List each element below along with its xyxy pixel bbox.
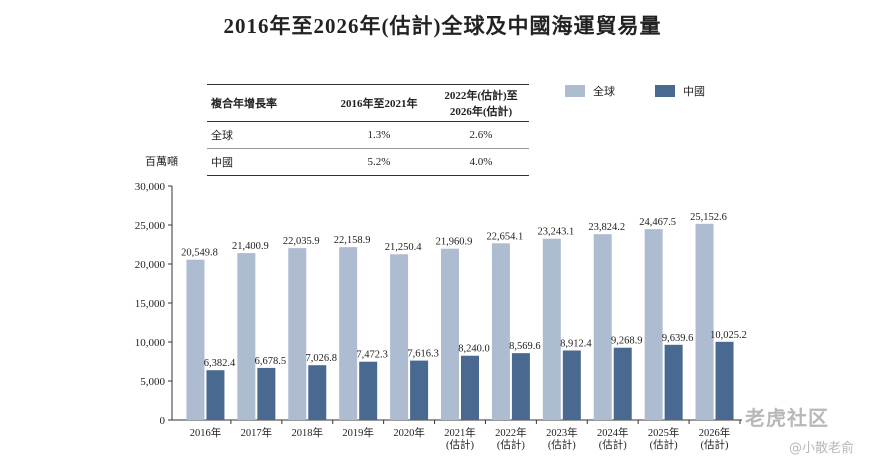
- data-label-china: 8,912.4: [560, 338, 592, 349]
- data-label-global: 23,243.1: [537, 227, 574, 238]
- y-tick-label: 25,000: [135, 220, 166, 232]
- y-tick-label: 5,000: [140, 376, 165, 388]
- cagr-header-label: 複合年增長率: [207, 84, 325, 122]
- x-tick-label: 2019年: [342, 426, 374, 439]
- x-tick-label: 2023年: [546, 426, 578, 439]
- x-tick-label: (估計): [701, 438, 729, 451]
- bar-china: [511, 353, 530, 420]
- watermark-logo: 老虎社区: [745, 406, 829, 430]
- chart-title: 2016年至2026年(估計)全球及中國海運貿易量: [223, 14, 662, 38]
- bar-china: [461, 355, 479, 420]
- y-tick-label: 30,000: [135, 181, 166, 193]
- data-label-global: 25,152.6: [690, 212, 727, 223]
- bar-global: [339, 247, 358, 420]
- cagr-row-global: 全球 1.3% 2.6%: [207, 121, 529, 149]
- data-label-china: 9,639.6: [662, 333, 694, 344]
- data-label-china: 6,678.5: [255, 356, 287, 367]
- bar-china: [359, 361, 378, 420]
- cagr-row-label: 中國: [207, 148, 325, 176]
- bar-china: [613, 347, 632, 420]
- data-label-china: 7,616.3: [407, 349, 439, 360]
- bar-china: [664, 344, 683, 420]
- y-tick-label: 10,000: [135, 337, 166, 349]
- cagr-header-row: 複合年增長率 2016年至2021年 2022年(估計)至 2026年(估計): [207, 84, 529, 122]
- data-label-china: 6,382.4: [204, 358, 236, 369]
- data-label-global: 23,824.2: [588, 222, 625, 233]
- data-label-china: 7,026.8: [306, 353, 338, 364]
- bar-global: [644, 229, 663, 420]
- cagr-row-label: 全球: [207, 121, 325, 149]
- x-tick-label: 2018年: [292, 426, 324, 439]
- bar-global: [186, 259, 205, 420]
- x-tick-label: 2026年: [699, 426, 731, 439]
- x-tick-label: (估計): [497, 438, 525, 451]
- data-label-china: 9,268.9: [611, 336, 643, 347]
- legend-swatch-china: [655, 85, 675, 97]
- legend-label-global: 全球: [593, 84, 615, 98]
- x-tick-label: 2024年: [597, 426, 629, 439]
- cagr-cell: 1.3%: [325, 121, 433, 149]
- y-tick-label: 15,000: [135, 298, 166, 310]
- data-label-global: 24,467.5: [639, 217, 676, 228]
- bar-global: [441, 248, 459, 420]
- y-tick-label: 0: [160, 415, 166, 427]
- bar-china: [206, 370, 225, 420]
- bar-china: [308, 365, 327, 420]
- bar-global: [593, 234, 612, 420]
- data-label-global: 21,400.9: [232, 241, 269, 252]
- bar-global: [237, 253, 256, 420]
- data-label-china: 8,569.6: [509, 341, 541, 352]
- data-label-global: 22,158.9: [334, 235, 371, 246]
- cagr-header-2022-2026: 2022年(估計)至 2026年(估計): [433, 84, 529, 122]
- bar-global: [491, 243, 510, 420]
- x-tick-label: (估計): [548, 438, 576, 451]
- y-tick-label: 20,000: [135, 259, 166, 271]
- bar-global: [390, 254, 409, 420]
- data-label-china: 8,240.0: [458, 344, 490, 355]
- x-tick-label: 2021年: [444, 426, 476, 439]
- cagr-cell: 2.6%: [433, 121, 529, 149]
- bar-china: [257, 367, 276, 420]
- cagr-header-2016-2021: 2016年至2021年: [325, 84, 433, 122]
- legend-label-china: 中國: [683, 85, 705, 98]
- cagr-table: 複合年增長率 2016年至2021年 2022年(估計)至 2026年(估計) …: [207, 84, 529, 176]
- bar-global: [695, 223, 714, 420]
- bar-china: [562, 350, 581, 420]
- bar-global: [288, 248, 307, 420]
- x-tick-label: (估計): [650, 438, 678, 451]
- watermark-user: @小散老俞: [789, 441, 855, 456]
- legend-swatch-global: [565, 85, 585, 97]
- x-tick-label: (估計): [599, 438, 627, 451]
- bar-global: [542, 238, 561, 420]
- x-tick-label: 2020年: [393, 426, 425, 439]
- cagr-cell: 5.2%: [325, 148, 433, 176]
- x-tick-label: (估計): [446, 438, 474, 451]
- data-label-global: 21,250.4: [385, 242, 423, 253]
- data-label-china: 10,025.2: [710, 330, 747, 341]
- x-tick-label: 2025年: [648, 426, 680, 439]
- bar-china: [410, 360, 429, 420]
- y-axis-title: 百萬噸: [145, 154, 178, 168]
- watermark: 老虎社区 @小散老俞: [745, 402, 854, 456]
- data-label-global: 22,654.1: [487, 231, 524, 242]
- data-label-global: 21,960.9: [436, 237, 473, 248]
- x-tick-label: 2017年: [241, 426, 273, 439]
- data-label-china: 7,472.3: [356, 350, 388, 361]
- bar-china: [715, 341, 734, 420]
- x-tick-label: 2022年: [495, 426, 527, 439]
- data-label-global: 22,035.9: [283, 236, 320, 247]
- cagr-row-china: 中國 5.2% 4.0%: [207, 148, 529, 176]
- data-label-global: 20,549.8: [181, 248, 218, 259]
- x-tick-label: 2016年: [190, 426, 222, 439]
- cagr-cell: 4.0%: [433, 148, 529, 176]
